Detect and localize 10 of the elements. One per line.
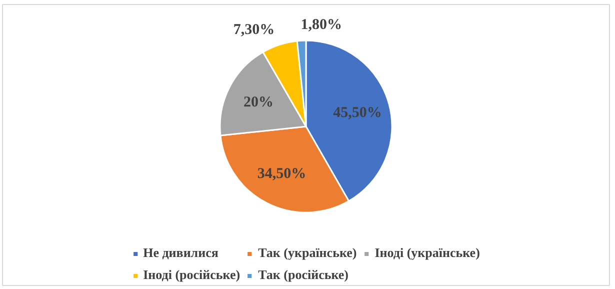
data-label: 20% (243, 94, 274, 110)
legend-label: Так (російське) (258, 267, 348, 283)
legend-label: Іноді (українське) (374, 245, 480, 261)
data-label: 45,50% (333, 104, 382, 121)
data-label: 7,30% (233, 22, 275, 38)
legend-label: Не дивилися (143, 245, 218, 261)
legend-label: Іноді (російське) (143, 267, 240, 283)
data-label: 1,80% (300, 17, 342, 34)
legend-label: Так (українське) (258, 245, 357, 261)
data-label: 34,50% (257, 166, 306, 182)
